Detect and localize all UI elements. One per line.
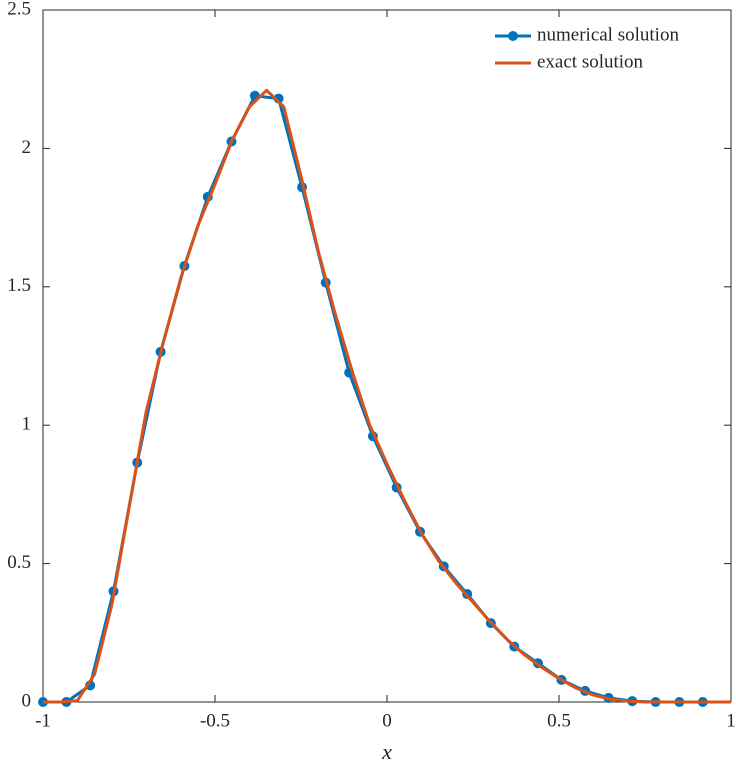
series-line — [43, 94, 703, 704]
legend-label: numerical solution — [537, 24, 679, 45]
legend-label: exact solution — [537, 51, 644, 72]
x-axis-label: x — [381, 739, 392, 764]
y-tick-label: 0 — [22, 690, 32, 711]
x-tick-label: -1 — [35, 710, 51, 731]
x-tick-label: 0.5 — [547, 710, 571, 731]
plot-frame — [42, 9, 732, 703]
x-tick-label: -0.5 — [200, 710, 230, 731]
y-tick-label: 1.5 — [7, 275, 31, 296]
x-tick-label: 1 — [726, 710, 736, 731]
y-tick-label: 0.5 — [7, 552, 31, 573]
y-tick-label: 1 — [22, 414, 32, 435]
legend-marker — [508, 31, 518, 41]
series-line — [43, 88, 731, 704]
y-tick-label: 2 — [22, 137, 32, 158]
x-tick-label: 0 — [382, 710, 392, 731]
y-tick-label: 2.5 — [7, 0, 31, 19]
